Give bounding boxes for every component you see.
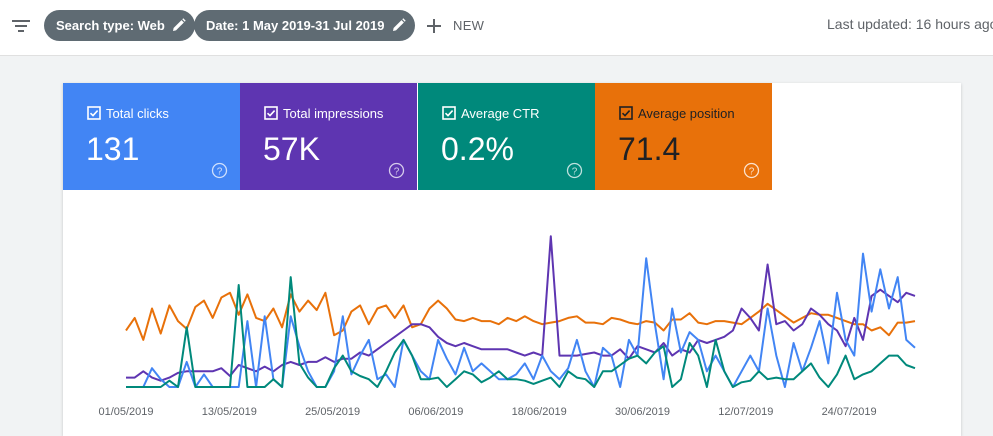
x-tick-label: 12/07/2019 [718, 406, 773, 418]
series-line-average-ctr[interactable] [126, 276, 916, 388]
x-tick-label: 25/05/2019 [305, 406, 360, 418]
checkbox-checked-icon[interactable] [619, 106, 633, 120]
metric-label: Total clicks [106, 106, 169, 121]
x-tick-label: 13/05/2019 [202, 406, 257, 418]
metric-value: 57K [263, 131, 320, 167]
checkbox-checked-icon[interactable] [442, 106, 456, 120]
svg-text:?: ? [749, 166, 755, 177]
last-updated-text: Last updated: 16 hours ago [827, 16, 993, 32]
metric-label: Average position [638, 106, 735, 121]
metric-label: Average CTR [461, 106, 540, 121]
pencil-icon [392, 18, 406, 31]
date-range-chip[interactable]: Date: 1 May 2019-31 Jul 2019 [194, 10, 415, 41]
performance-line-chart[interactable]: 01/05/2019 13/05/2019 25/05/2019 06/06/2019… [63, 190, 961, 436]
metric-average-position[interactable]: Average position 71.4 ? [595, 83, 772, 190]
metric-label: Total impressions [283, 106, 384, 121]
new-filter-label: NEW [453, 18, 485, 33]
performance-card: Total clicks 131 ? Total impressions 57K… [63, 83, 961, 436]
metric-total-clicks[interactable]: Total clicks 131 ? [63, 83, 240, 190]
series-line-average-position[interactable] [125, 291, 916, 341]
help-icon[interactable]: ? [388, 162, 405, 179]
help-icon[interactable]: ? [743, 162, 760, 179]
series-line-total-clicks[interactable] [126, 252, 916, 388]
metric-average-ctr[interactable]: Average CTR 0.2% ? [418, 83, 595, 190]
help-icon[interactable]: ? [566, 162, 583, 179]
x-tick-label: 30/06/2019 [615, 406, 670, 418]
svg-text:?: ? [394, 166, 400, 177]
svg-text:?: ? [217, 166, 223, 177]
plus-icon [427, 19, 441, 33]
checkbox-checked-icon[interactable] [87, 106, 101, 120]
checkbox-checked-icon[interactable] [264, 106, 278, 120]
metric-value: 0.2% [441, 131, 514, 167]
x-tick-label: 24/07/2019 [822, 406, 877, 418]
svg-text:?: ? [572, 166, 578, 177]
metric-value: 71.4 [618, 131, 681, 167]
x-tick-label: 18/06/2019 [512, 406, 567, 418]
filter-list-icon[interactable] [10, 15, 32, 37]
search-type-chip[interactable]: Search type: Web [44, 10, 195, 41]
x-tick-label: 01/05/2019 [98, 406, 153, 418]
x-tick-label: 06/06/2019 [408, 406, 463, 418]
metric-value: 131 [86, 131, 140, 167]
new-filter-button[interactable]: NEW [423, 14, 484, 38]
date-range-chip-label: Date: 1 May 2019-31 Jul 2019 [206, 18, 385, 33]
search-type-chip-label: Search type: Web [56, 18, 165, 33]
pencil-icon [172, 18, 186, 31]
help-icon[interactable]: ? [211, 162, 228, 179]
metric-total-impressions[interactable]: Total impressions 57K ? [240, 83, 417, 190]
top-toolbar: Search type: Web Date: 1 May 2019-31 Jul… [0, 0, 993, 56]
